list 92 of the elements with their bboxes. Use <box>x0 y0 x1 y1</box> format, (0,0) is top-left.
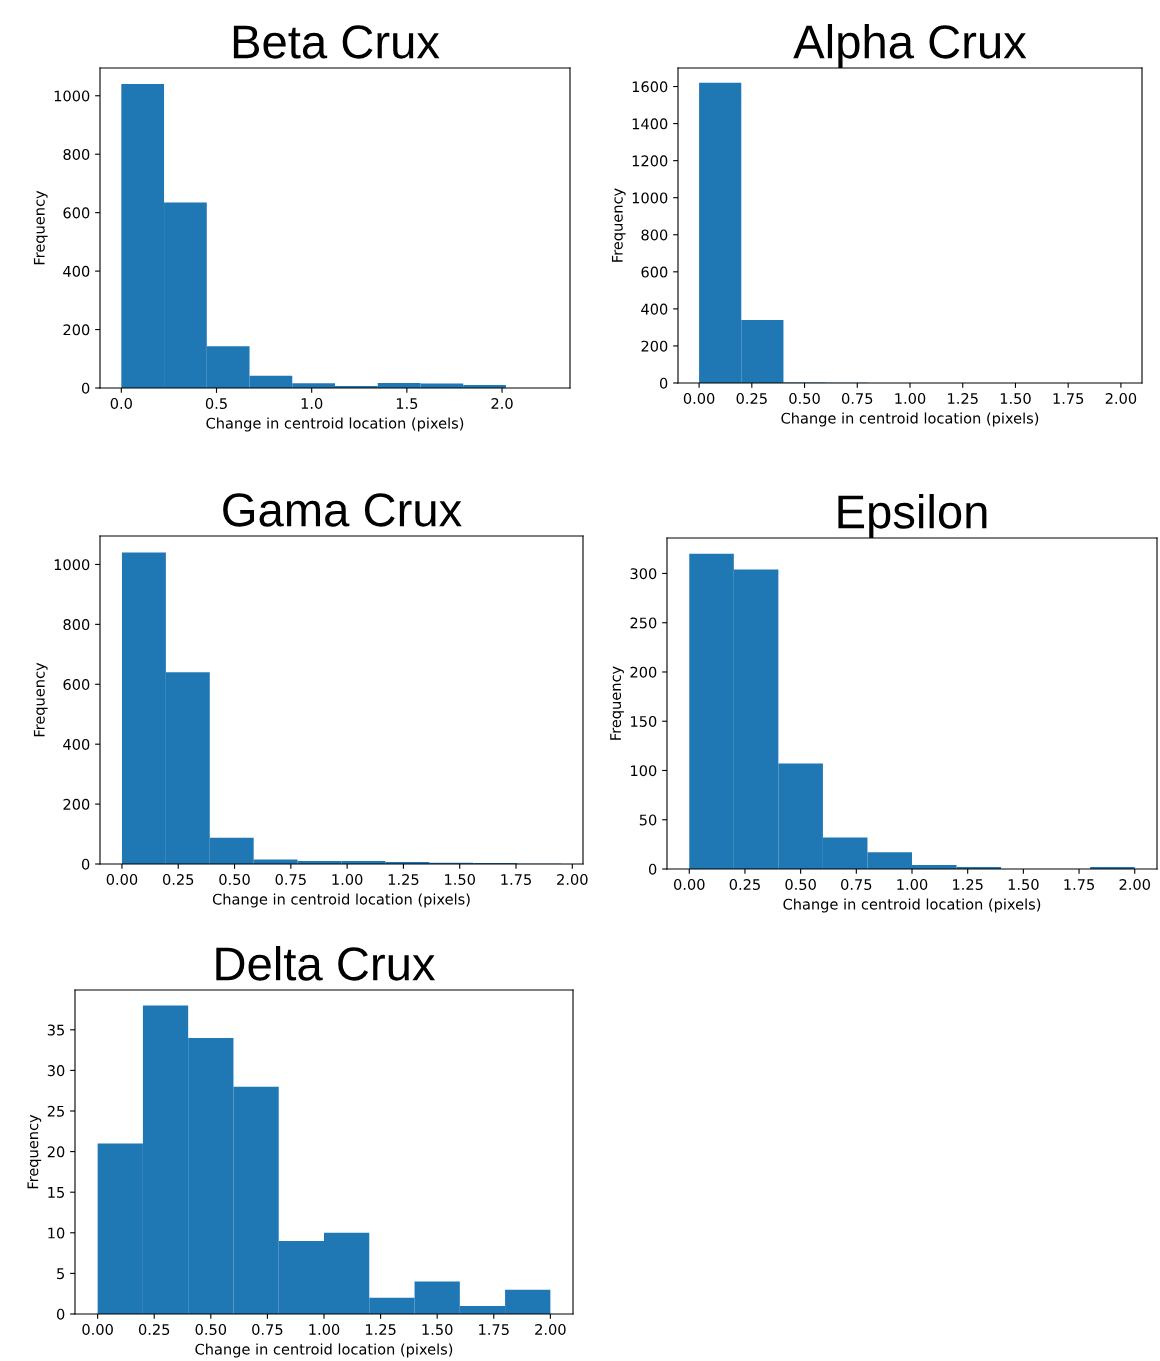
y-tick-label: 30 <box>47 1065 65 1077</box>
x-axis-title: Change in centroid location (pixels) <box>206 417 464 432</box>
y-axis-title: Frequency <box>610 666 624 740</box>
chart-title: Alpha Crux <box>793 23 1027 68</box>
y-tick-label: 1200 <box>632 155 668 167</box>
x-tick-label: 0.25 <box>162 873 194 886</box>
y-axis-title: Frequency <box>27 1114 42 1189</box>
x-tick-label: 2.00 <box>1119 878 1150 891</box>
y-tick-label: 800 <box>63 148 90 160</box>
y-tick-label: 600 <box>641 266 668 278</box>
x-tick-label: 0.50 <box>219 873 250 886</box>
y-axis-title: Frequency <box>33 662 48 737</box>
x-tick-label: 1.50 <box>422 1323 453 1336</box>
x-tick-label: 1.50 <box>1008 878 1039 891</box>
y-tick-label: 200 <box>630 666 657 678</box>
x-tick-label: 1.50 <box>445 873 475 886</box>
y-tick-label: 1600 <box>632 81 668 93</box>
y-tick-label: 1000 <box>54 90 90 102</box>
x-tick-label: 1.75 <box>1053 393 1084 405</box>
x-axis-title: Change in centroid location (pixels) <box>783 898 1041 913</box>
x-tick-label: 2.00 <box>557 873 588 886</box>
y-tick-label: 0 <box>81 858 90 870</box>
y-tick-label: 400 <box>63 265 90 277</box>
x-axis-title: Change in centroid location (pixels) <box>212 893 470 908</box>
y-tick-label: 800 <box>641 229 668 241</box>
y-tick-label: 0 <box>56 1308 65 1320</box>
x-axis-title: Change in centroid location (pixels) <box>195 1343 453 1358</box>
y-tick-label: 15 <box>48 1187 64 1198</box>
x-tick-label: 0.50 <box>785 878 816 891</box>
y-tick-label: 600 <box>63 207 90 219</box>
y-tick-label: 200 <box>641 340 668 352</box>
y-tick-label: 0 <box>659 377 668 389</box>
y-tick-label: 5 <box>57 1268 64 1280</box>
x-tick-label: 0.00 <box>674 878 705 891</box>
y-axis-title: Frequency <box>611 188 626 262</box>
x-tick-label: 0.00 <box>82 1323 113 1336</box>
y-tick-label: 10 <box>48 1227 65 1239</box>
x-tick-label: 0.25 <box>729 878 760 891</box>
x-tick-label: 1.0 <box>301 397 323 410</box>
x-tick-label: 0.0 <box>110 397 132 410</box>
y-tick-label: 35 <box>47 1024 64 1036</box>
x-tick-label: 0.5 <box>205 397 227 410</box>
x-tick-label: 0.75 <box>841 878 872 891</box>
x-tick-label: 0.00 <box>106 873 138 886</box>
y-tick-label: 20 <box>47 1146 65 1158</box>
y-tick-label: 25 <box>47 1105 64 1117</box>
x-tick-label: 1.00 <box>895 392 926 405</box>
y-tick-label: 0 <box>648 863 657 875</box>
chart-title: Gama Crux <box>223 493 462 527</box>
y-tick-label: 100 <box>631 765 657 777</box>
y-tick-label: 250 <box>630 617 657 629</box>
x-tick-label: 2.0 <box>491 397 513 410</box>
x-tick-label: 0.75 <box>275 873 306 886</box>
y-tick-label: 0 <box>81 382 90 394</box>
x-tick-label: 2.00 <box>1105 392 1137 405</box>
y-tick-label: 300 <box>630 568 657 580</box>
x-tick-label: 2.00 <box>535 1323 566 1336</box>
x-tick-label: 1.25 <box>388 873 419 886</box>
y-tick-label: 1000 <box>54 559 90 571</box>
y-tick-label: 400 <box>63 738 90 750</box>
y-tick-label: 400 <box>641 303 668 315</box>
y-tick-label: 200 <box>63 798 90 810</box>
x-tick-label: 1.50 <box>1000 392 1031 405</box>
x-tick-label: 0.50 <box>195 1323 227 1336</box>
chart-title: Epsilon <box>838 493 987 538</box>
y-tick-label: 150 <box>631 715 657 727</box>
x-tick-label: 1.00 <box>309 1323 340 1336</box>
x-tick-label: 1.25 <box>953 878 983 891</box>
x-tick-label: 1.5 <box>396 398 418 410</box>
y-tick-label: 1000 <box>632 192 668 204</box>
x-tick-label: 1.25 <box>365 1323 396 1336</box>
y-tick-label: 50 <box>639 814 657 826</box>
x-tick-label: 0.50 <box>789 392 820 405</box>
y-axis-title: Frequency <box>33 190 48 265</box>
x-tick-label: 1.00 <box>897 878 928 891</box>
x-tick-label: 0.25 <box>736 392 767 405</box>
x-tick-label: 0.75 <box>252 1323 283 1336</box>
x-tick-label: 0.25 <box>138 1323 170 1336</box>
x-tick-label: 1.75 <box>479 1324 509 1336</box>
chart-title: Beta Crux <box>233 25 440 59</box>
y-tick-label: 200 <box>63 324 90 336</box>
y-tick-label: 1400 <box>632 118 668 130</box>
x-tick-label: 1.25 <box>948 392 978 405</box>
chart-title: Delta Crux <box>216 945 436 981</box>
x-axis-title: Change in centroid location (pixels) <box>781 412 1039 427</box>
x-tick-label: 1.75 <box>1064 879 1095 891</box>
y-tick-label: 800 <box>63 619 90 631</box>
x-tick-label: 1.75 <box>501 874 531 886</box>
x-tick-label: 1.00 <box>332 873 363 886</box>
x-tick-label: 0.75 <box>842 392 873 405</box>
y-tick-label: 600 <box>63 678 90 691</box>
x-tick-label: 0.00 <box>683 392 715 405</box>
